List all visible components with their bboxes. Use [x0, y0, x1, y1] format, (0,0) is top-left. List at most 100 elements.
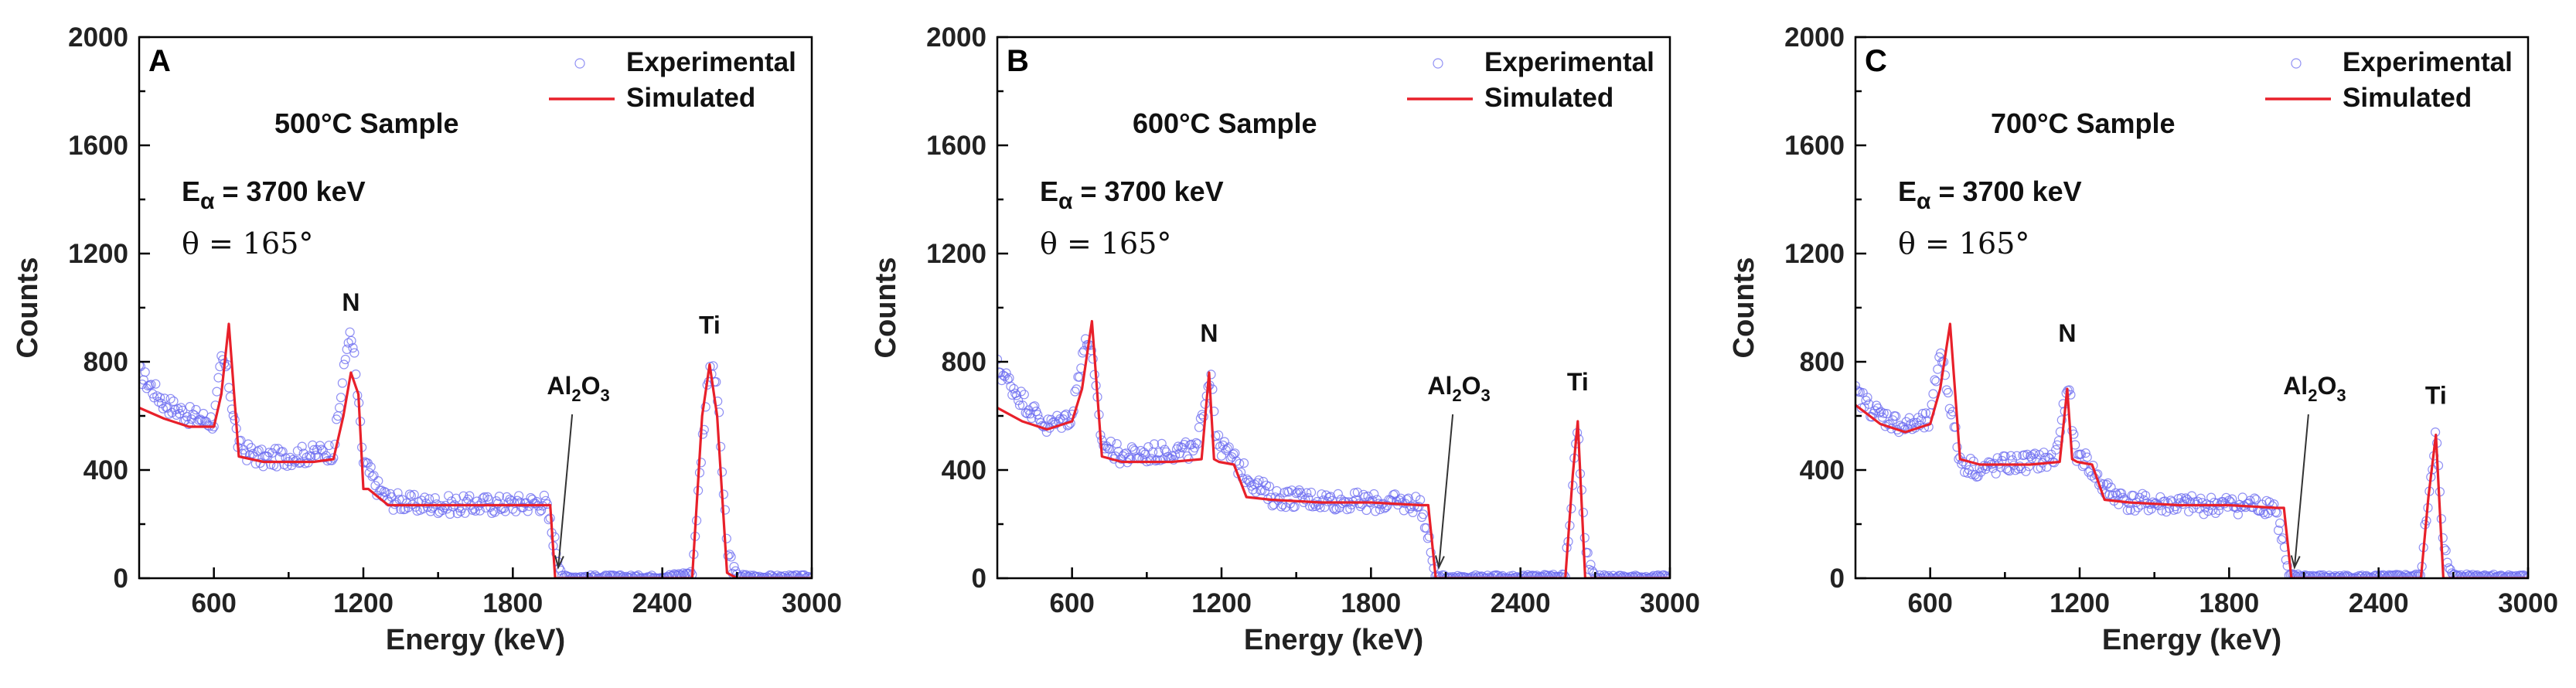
experimental-point [1399, 506, 1409, 516]
experimental-point [165, 393, 175, 404]
experimental-point [2266, 505, 2276, 516]
experimental-point [1498, 570, 1508, 578]
experimental-point [997, 354, 1003, 364]
x-tick-label: 1800 [482, 588, 543, 618]
experimental-point [1600, 571, 1610, 578]
angle-annotation: θ = 165° [1898, 226, 2029, 261]
experimental-point [1179, 439, 1189, 450]
experimental-point [2040, 452, 2050, 463]
experimental-point [1072, 384, 1082, 394]
experimental-point [494, 491, 505, 502]
experimental-point [2206, 492, 2217, 502]
experimental-point [1651, 570, 1661, 578]
experimental-point [191, 404, 201, 415]
experimental-point [755, 571, 765, 578]
experimental-point [2212, 498, 2223, 509]
experimental-point [1641, 571, 1651, 578]
experimental-point [1302, 488, 1312, 498]
experimental-point [1951, 422, 1961, 432]
experimental-point [1507, 573, 1517, 578]
experimental-point [1632, 571, 1642, 578]
experimental-point [1206, 370, 1216, 380]
experimental-point [1126, 454, 1136, 465]
experimental-point [213, 373, 223, 383]
experimental-point [696, 458, 707, 468]
experimental-point [1128, 444, 1138, 455]
x-tick-label: 3000 [1640, 588, 1700, 618]
experimental-point [1512, 572, 1522, 578]
x-tick-label: 1800 [2199, 588, 2259, 618]
experimental-point [2444, 563, 2454, 574]
experimental-point [1483, 570, 1493, 578]
experimental-point [2502, 571, 2512, 578]
experimental-point [1448, 572, 1458, 578]
y-tick-label: 0 [972, 564, 986, 594]
experimental-point [1518, 570, 1528, 578]
experimental-point [738, 570, 748, 578]
simulated-line [139, 322, 812, 578]
experimental-point [1664, 571, 1670, 578]
experimental-point [340, 354, 350, 365]
al2o3-arrowhead [2290, 555, 2301, 570]
panel-letter: B [1007, 44, 1029, 78]
experimental-point [2296, 571, 2306, 578]
al2o3-arrow [2293, 414, 2309, 568]
experimental-point [550, 532, 560, 542]
experimental-point [1016, 387, 1026, 397]
experimental-point [2336, 573, 2346, 578]
experimental-point [2484, 571, 2494, 578]
experimental-point [1928, 389, 1938, 399]
experimental-point [1587, 566, 1597, 576]
experimental-point [316, 444, 326, 455]
experimental-point [2076, 449, 2086, 459]
experimental-point [2457, 572, 2467, 578]
experimental-point [207, 424, 217, 434]
experimental-point [539, 490, 550, 501]
experimental-point [1535, 571, 1545, 578]
y-tick-label: 2000 [68, 22, 128, 53]
experimental-point [2055, 427, 2065, 437]
experimental-point [1608, 570, 1618, 578]
experimental-point [2466, 572, 2476, 578]
experimental-point [2274, 518, 2285, 528]
experimental-point [1088, 354, 1098, 364]
x-tick-label: 1200 [2050, 588, 2110, 618]
experimental-point [2122, 505, 2133, 516]
peak-label-n: N [1200, 319, 1218, 347]
y-tick-label: 400 [1800, 455, 1845, 485]
experimental-point [1862, 393, 1872, 403]
experimental-point [1406, 501, 1416, 512]
experimental-point [557, 570, 567, 578]
experimental-point [713, 396, 723, 407]
experimental-point [2082, 452, 2092, 462]
legend-experimental-label: Experimental [2343, 47, 2513, 77]
experimental-point [1879, 408, 1889, 418]
experimental-point [602, 570, 612, 578]
experimental-point [1517, 571, 1527, 578]
y-tick-label: 0 [114, 564, 128, 594]
experimental-point [1504, 573, 1514, 578]
angle-annotation: θ = 165° [182, 226, 313, 261]
experimental-point [1251, 487, 1261, 498]
experimental-point [448, 502, 458, 512]
experimental-point [348, 342, 358, 353]
experimental-point [470, 506, 481, 516]
y-tick-label: 1200 [926, 239, 986, 269]
experimental-point [188, 409, 198, 420]
experimental-point [2335, 570, 2345, 578]
experimental-point [1368, 496, 1378, 506]
experimental-point [1523, 570, 1533, 578]
experimental-point [1157, 438, 1167, 449]
x-tick-label: 3000 [2498, 588, 2558, 618]
experimental-point [560, 570, 571, 578]
legend-experimental-label: Experimental [626, 47, 796, 77]
experimental-point [1559, 570, 1569, 578]
experimental-point [242, 455, 252, 465]
experimental-point [2356, 571, 2366, 578]
y-axis-title: Counts [870, 257, 902, 359]
experimental-point [2263, 508, 2273, 519]
experimental-point [428, 502, 439, 512]
experimental-point [206, 412, 216, 422]
energy-annotation: Eα = 3700 keV [182, 175, 366, 214]
experimental-point [2186, 491, 2197, 501]
